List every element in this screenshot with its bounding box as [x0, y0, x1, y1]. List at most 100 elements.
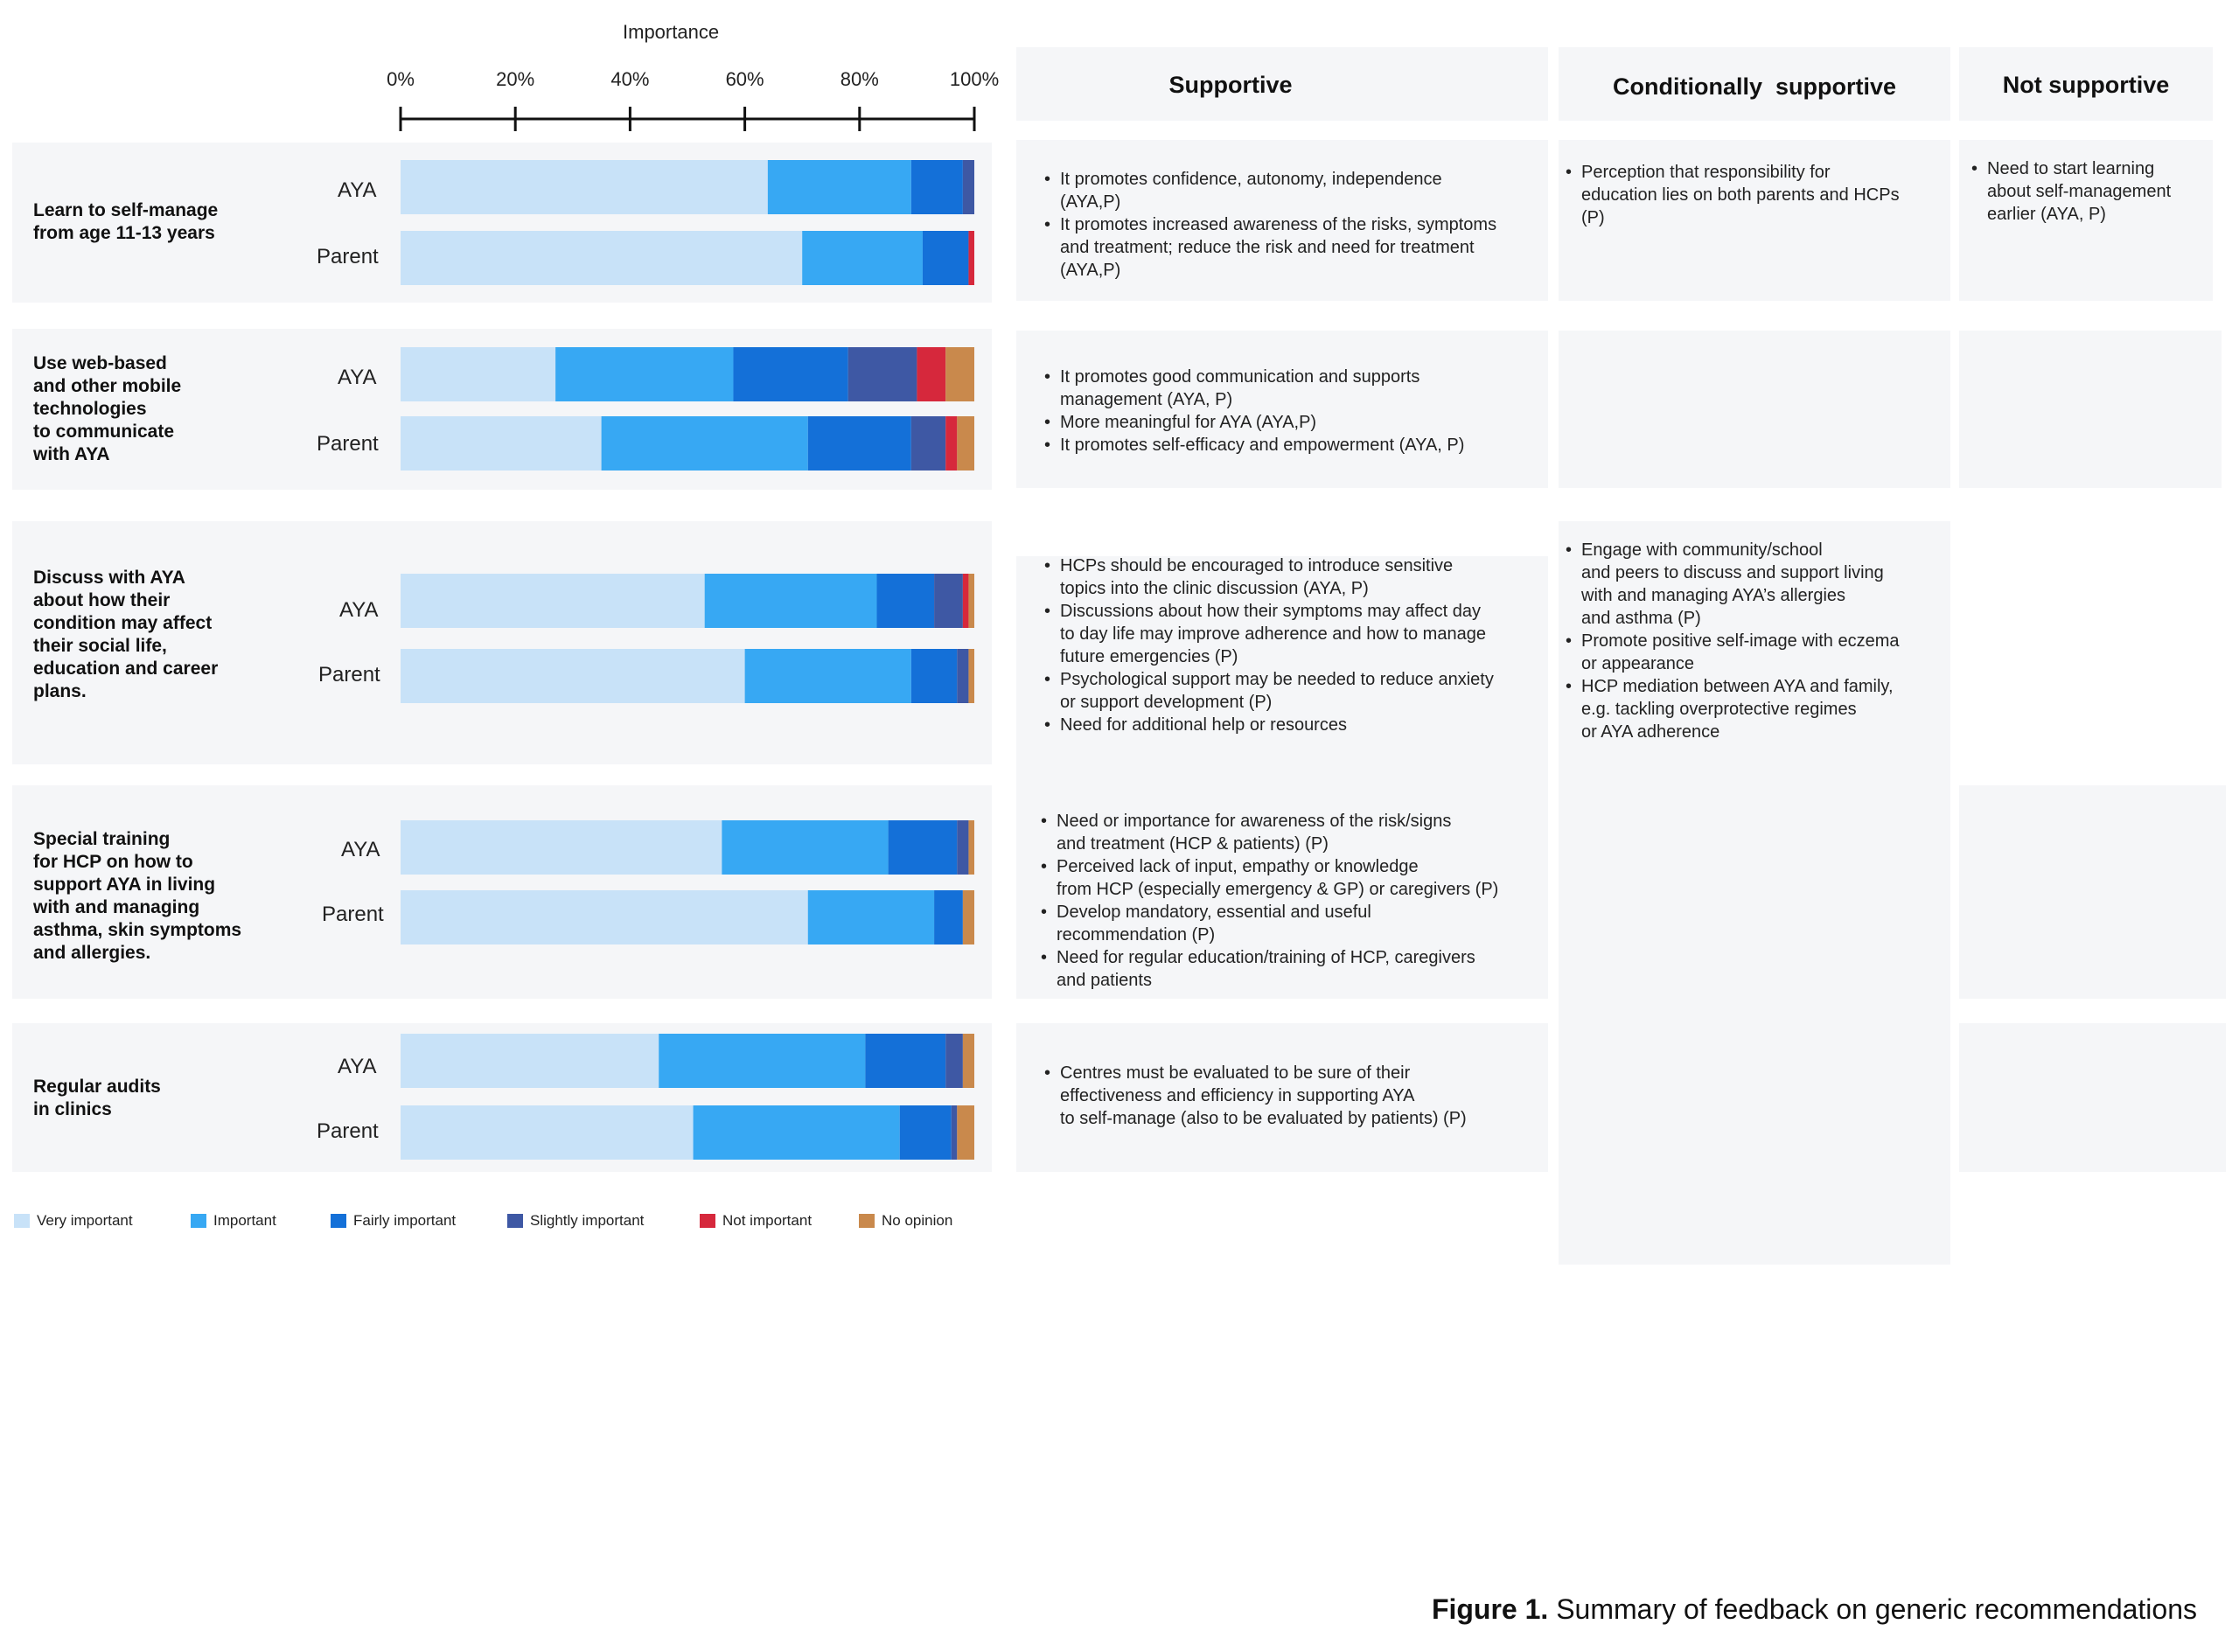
header-panel-supportive: [1016, 47, 1548, 121]
caption-label: Figure 1.: [1431, 1593, 1549, 1625]
feedback-item: Perception that responsibility for educa…: [1564, 161, 1949, 229]
bar-segment-important: [704, 574, 877, 628]
legend-label: Fairly important: [353, 1212, 457, 1229]
bar-segment-no-opinion: [962, 1034, 974, 1088]
figure-caption: Figure 1. Summary of feedback on generic…: [1432, 1593, 2197, 1626]
bar-segment-very-important: [401, 160, 768, 214]
bar-segment-fairly-important: [733, 347, 848, 401]
caption-text: Summary of feedback on generic recommend…: [1548, 1593, 2197, 1625]
bar-segment-no-opinion: [957, 416, 974, 471]
feedback-item: It promotes confidence, autonomy, indepe…: [1043, 168, 1550, 213]
bar-segment-not-important: [917, 347, 946, 401]
header-panel-conditional: [1559, 47, 1950, 121]
row-label-2: Use web-based and other mobile technolog…: [33, 353, 182, 464]
legend-label: Very important: [37, 1212, 133, 1229]
bar-segment-important: [767, 160, 911, 214]
group-label: Parent: [317, 245, 379, 268]
bar-segment-fairly-important: [865, 1034, 946, 1088]
bar-segment-slightly-important: [945, 1034, 963, 1088]
feedback-list: It promotes confidence, autonomy, indepe…: [1043, 168, 1550, 282]
bar-segment-fairly-important: [922, 231, 969, 285]
bar-segment-important: [722, 820, 889, 875]
group-label: Parent: [317, 432, 379, 456]
axis-title: Importance: [623, 21, 720, 43]
feedback-list: Engage with community/school and peers t…: [1564, 539, 1949, 743]
bar-segment-no-opinion: [968, 574, 974, 628]
bar-segment-important: [693, 1105, 900, 1160]
legend-swatch: [14, 1214, 30, 1228]
row-label-4: Special training for HCP on how to suppo…: [33, 829, 242, 963]
legend-swatch: [700, 1214, 715, 1228]
feedback-item: It promotes increased awareness of the r…: [1043, 213, 1550, 282]
cell-panel-r4-not: [1959, 785, 2226, 999]
legend-item: Not important: [700, 1212, 812, 1230]
feedback-item: Need for regular education/training of H…: [1039, 946, 1550, 992]
legend-item: Slightly important: [507, 1212, 644, 1230]
bar-segment-important: [744, 649, 911, 703]
feedback-item: Promote positive self-image with eczema …: [1564, 630, 1949, 675]
feedback-item: Discussions about how their symptoms may…: [1043, 600, 1550, 668]
feedback-item: It promotes good communication and suppo…: [1043, 366, 1550, 411]
feedback-item: HCPs should be encouraged to introduce s…: [1043, 554, 1550, 600]
bar-segment-very-important: [401, 416, 602, 471]
bar-segment-slightly-important: [951, 1105, 958, 1160]
bar-segment-fairly-important: [934, 890, 963, 944]
group-label: AYA: [341, 838, 380, 861]
column-header-conditional: Conditionally supportive: [1612, 73, 1896, 100]
bar-segment-important: [601, 416, 808, 471]
row-label-1: Learn to self-manage from age 11-13 year…: [33, 200, 219, 243]
header-panel-not-supportive: [1959, 47, 2213, 121]
cell-panel-r2-conditional: [1559, 331, 1950, 488]
legend-swatch: [191, 1214, 206, 1228]
group-label: Parent: [322, 903, 384, 926]
bar-segment-important: [555, 347, 734, 401]
feedback-item: Need for additional help or resources: [1043, 714, 1550, 736]
bar-segment-no-opinion: [957, 1105, 974, 1160]
group-label: AYA: [339, 598, 379, 622]
cell-panel-r2-not: [1959, 331, 2222, 488]
bar-segment-slightly-important: [910, 416, 946, 471]
feedback-item: It promotes self-efficacy and empowermen…: [1043, 434, 1550, 457]
legend-swatch: [331, 1214, 346, 1228]
feedback-list: Perception that responsibility for educa…: [1564, 161, 1949, 229]
group-label: AYA: [338, 366, 377, 389]
x-tick-label: 40%: [610, 68, 650, 90]
cell-panel-r5-not: [1959, 1023, 2226, 1172]
group-label: Parent: [318, 663, 380, 687]
bar-segment-no-opinion: [962, 890, 974, 944]
bar-segment-very-important: [401, 1105, 694, 1160]
bar-segment-slightly-important: [847, 347, 917, 401]
feedback-item: Engage with community/school and peers t…: [1564, 539, 1949, 630]
bar-segment-fairly-important: [910, 160, 963, 214]
bar-segment-not-important: [962, 574, 969, 628]
bar-segment-fairly-important: [888, 820, 958, 875]
feedback-list: Need to start learning about self-manage…: [1970, 157, 2215, 226]
bar-segment-very-important: [401, 231, 803, 285]
x-tick-label: 0%: [387, 68, 415, 90]
legend-label: Not important: [722, 1212, 813, 1229]
bar-segment-slightly-important: [962, 160, 974, 214]
feedback-item: Need or importance for awareness of the …: [1039, 810, 1550, 855]
feedback-item: HCP mediation between AYA and family, e.…: [1564, 675, 1949, 743]
bar-segment-important: [802, 231, 923, 285]
bar-segment-slightly-important: [934, 574, 963, 628]
feedback-item: Perceived lack of input, empathy or know…: [1039, 855, 1550, 901]
bar-segment-slightly-important: [957, 649, 969, 703]
legend-item: Important: [191, 1212, 276, 1230]
bar-segment-very-important: [401, 820, 722, 875]
row-label-5: Regular audits in clinics: [33, 1077, 161, 1119]
feedback-list: Need or importance for awareness of the …: [1039, 810, 1550, 992]
legend-label: No opinion: [882, 1212, 953, 1229]
bar-segment-very-important: [401, 1034, 659, 1088]
legend-item: No opinion: [859, 1212, 952, 1230]
feedback-item: More meaningful for AYA (AYA,P): [1043, 411, 1550, 434]
bar-segment-fairly-important: [910, 649, 958, 703]
legend-label: Important: [213, 1212, 276, 1229]
bar-segment-important: [807, 890, 935, 944]
legend-swatch: [507, 1214, 523, 1228]
legend-item: Very important: [14, 1212, 133, 1230]
group-label: AYA: [338, 1055, 377, 1078]
feedback-item: Need to start learning about self-manage…: [1970, 157, 2215, 226]
x-tick-label: 80%: [840, 68, 879, 90]
bar-segment-slightly-important: [957, 820, 969, 875]
